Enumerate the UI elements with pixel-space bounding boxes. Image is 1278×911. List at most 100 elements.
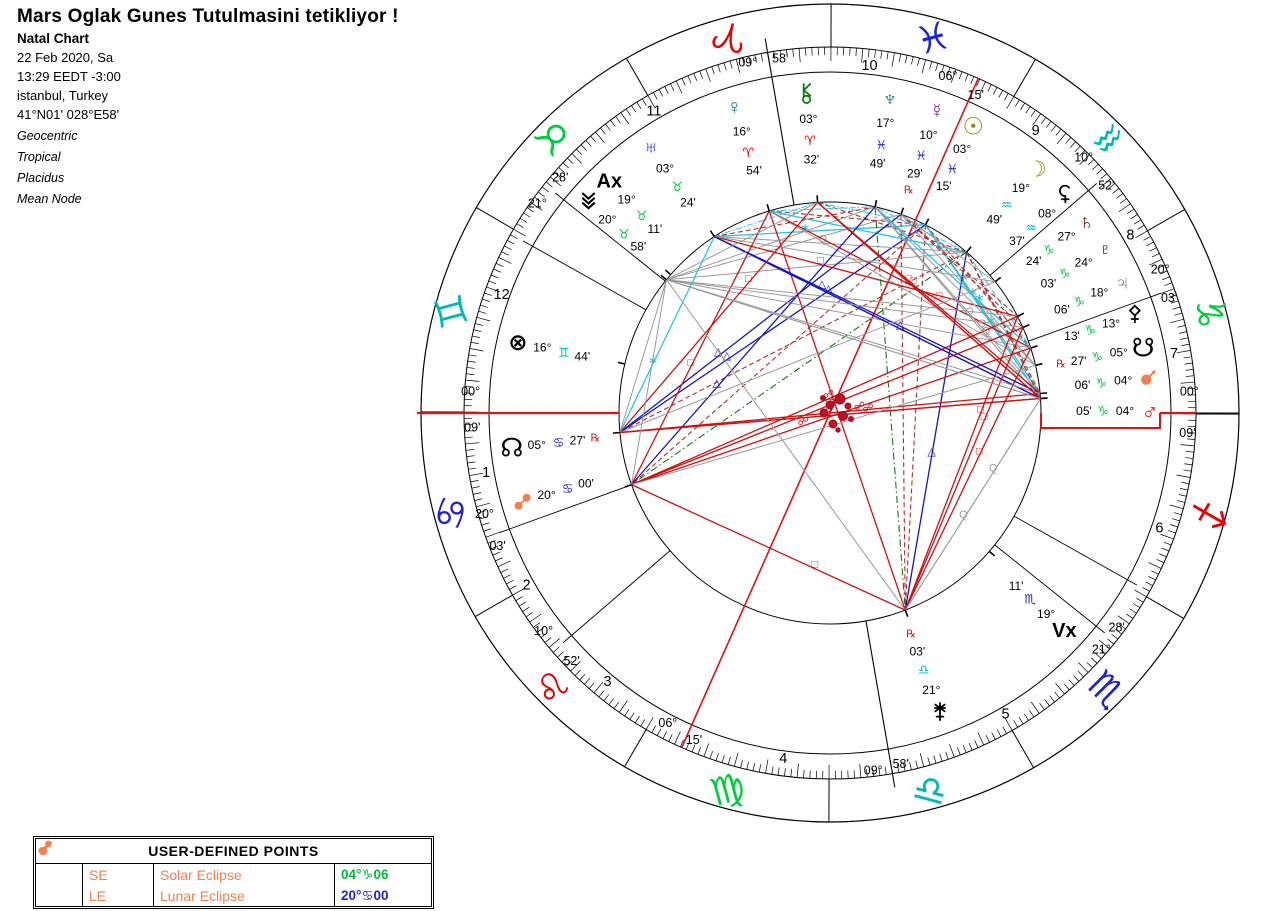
degree-tick	[693, 73, 698, 81]
degree-tick	[935, 63, 939, 72]
degree-tick	[1152, 253, 1160, 258]
aspect-line-neptune-pallas	[874, 206, 1036, 366]
aspect-line-north-node-solar-eclipse-point	[619, 397, 1041, 434]
degree-tick	[513, 228, 526, 237]
degree-tick	[1146, 241, 1154, 247]
degree-tick	[640, 719, 646, 727]
mercury-retrograde-marker: ℞	[904, 185, 914, 197]
eclipse-axis-label-0: 06°	[939, 69, 958, 83]
degree-tick	[929, 61, 933, 70]
lunar-eclipse-point-anchor-tick	[624, 483, 632, 488]
neptune-degree: 17°	[876, 116, 894, 130]
degree-tick	[987, 84, 992, 92]
aspect-line-vesta-lunar-eclipse-point	[631, 279, 667, 485]
anti-vertex-minute: 11'	[647, 222, 662, 236]
degree-tick	[1087, 159, 1095, 166]
degree-tick	[653, 92, 658, 100]
degree-tick	[657, 728, 662, 736]
sign-virgo-glyph: ♍	[706, 766, 750, 815]
sign-cancer-glyph: ♋	[427, 491, 476, 535]
aspect-glyph-sq: □	[976, 445, 983, 457]
degree-tick	[1055, 128, 1062, 136]
chart-date: 22 Feb 2020, Sa	[17, 50, 114, 65]
table-row: SE Solar Eclipse 04°♑06	[35, 841, 432, 885]
aspect-line-jupiter-juno	[904, 347, 1032, 611]
house-number-10: 10	[861, 58, 877, 74]
degree-tick	[1180, 381, 1195, 384]
juno-anchor-tick	[904, 609, 909, 617]
degree-tick	[495, 557, 503, 562]
degree-tick	[466, 455, 475, 458]
degree-tick	[1187, 388, 1196, 390]
degree-tick	[1055, 683, 1065, 695]
degree-tick	[897, 764, 900, 773]
degree-tick	[619, 700, 628, 713]
lunar-eclipse-point-minute: 00'	[578, 476, 594, 490]
venus-anchor-tick	[766, 204, 770, 212]
degree-tick	[1006, 96, 1015, 109]
degree-tick	[1159, 553, 1167, 558]
degree-tick	[464, 436, 473, 438]
mercury-anchor-tick	[900, 207, 905, 215]
cluster-dot	[820, 395, 826, 401]
sign-boundary	[1146, 596, 1184, 619]
degree-tick	[1023, 713, 1029, 721]
degree-tick	[479, 516, 488, 520]
house-number-6: 6	[1155, 520, 1163, 536]
aspect-line-chiron-solar-eclipse-point	[817, 201, 1041, 399]
vesta-sign: ♉	[618, 226, 630, 241]
degree-tick	[874, 49, 876, 58]
aspect-line-neptune-juno	[874, 206, 906, 611]
degree-tick	[977, 732, 985, 746]
degree-tick	[993, 87, 998, 95]
cusp-1-degree-label: 00°	[461, 385, 480, 399]
pallas-degree: 13°	[1102, 316, 1120, 330]
aspect-glyph-tri: △	[824, 283, 833, 295]
degree-tick	[658, 89, 664, 97]
degree-tick	[796, 763, 799, 778]
degree-tick	[482, 298, 490, 302]
degree-tick	[579, 673, 586, 681]
house-number-1: 1	[482, 465, 490, 481]
degree-tick	[1030, 109, 1036, 117]
degree-tick	[721, 754, 725, 763]
point-name: Lunar Eclipse	[153, 885, 335, 907]
degree-tick	[1045, 121, 1052, 128]
degree-tick	[1174, 312, 1183, 316]
house-number-9: 9	[1032, 123, 1040, 139]
degree-tick	[506, 579, 514, 585]
aspect-line-neptune-lunar-eclipse-point	[631, 206, 876, 486]
sun-glyph: ☉	[963, 113, 985, 140]
degree-tick	[484, 292, 492, 296]
aspect-glyph-sq: □	[687, 357, 694, 369]
house-number-3: 3	[603, 674, 611, 690]
juno-retrograde-marker: ℞	[906, 629, 916, 641]
degree-tick	[631, 105, 637, 113]
aspect-glyph-q: Q	[978, 318, 987, 330]
degree-tick	[467, 360, 476, 363]
degree-tick	[544, 637, 552, 643]
degree-tick	[880, 50, 883, 59]
degree-tick	[709, 751, 713, 759]
degree-tick	[488, 280, 497, 285]
degree-tick	[921, 59, 926, 74]
body-chiron	[802, 82, 812, 104]
degree-tick	[593, 681, 604, 693]
sign-boundary	[624, 729, 647, 767]
degree-tick	[758, 764, 762, 773]
degree-tick	[681, 78, 686, 86]
degree-tick	[1173, 512, 1182, 516]
position-minute: 06	[373, 866, 389, 882]
degree-tick	[1183, 469, 1192, 472]
degree-tick	[500, 568, 508, 573]
degree-tick	[1018, 716, 1024, 725]
degree-tick	[1159, 270, 1168, 275]
south-node-anchor-tick	[1040, 392, 1048, 395]
vesta-minute: 58'	[630, 239, 646, 253]
se-glyph	[1141, 370, 1156, 385]
degree-tick	[792, 48, 794, 57]
sun-anchor-tick	[924, 218, 930, 226]
degree-tick	[687, 75, 692, 84]
south-node-sign: ♑	[1091, 350, 1103, 365]
degree-tick	[625, 108, 631, 116]
